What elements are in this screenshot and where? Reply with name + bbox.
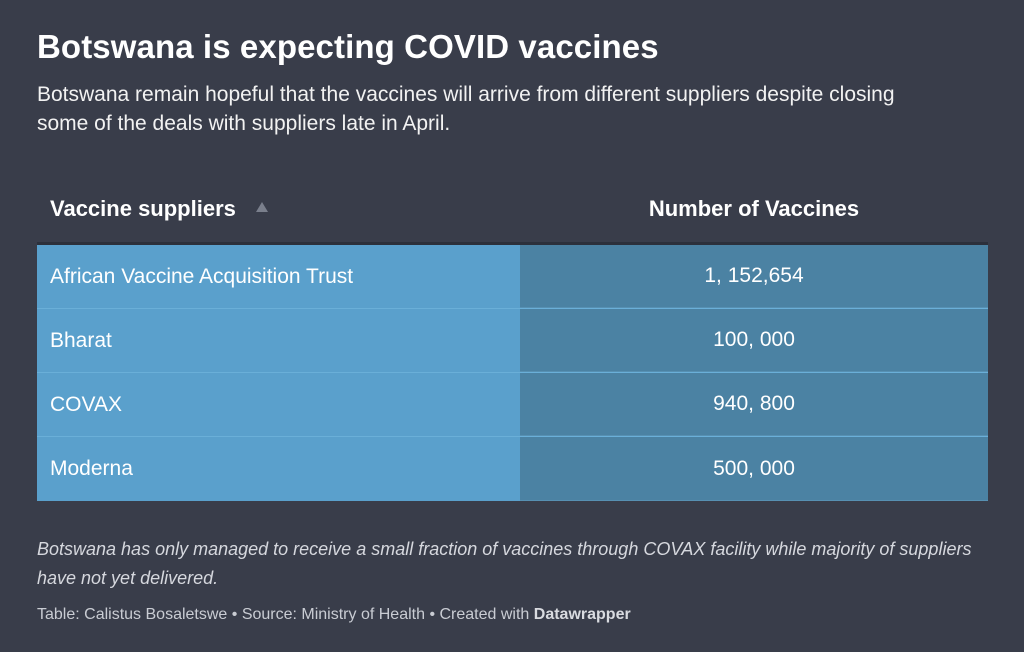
table-row: COVAX 940, 800 <box>37 373 988 437</box>
supplier-cell: African Vaccine Acquisition Trust <box>37 245 520 308</box>
footer-separator: • <box>227 606 242 623</box>
table-row: African Vaccine Acquisition Trust 1, 152… <box>37 245 988 309</box>
table-row: Bharat 100, 000 <box>37 309 988 373</box>
number-cell: 940, 800 <box>520 373 988 436</box>
sort-ascending-icon[interactable] <box>255 202 268 212</box>
chart-footer: Table: Calistus Bosaletswe • Source: Min… <box>37 606 988 624</box>
supplier-cell: Moderna <box>37 437 520 501</box>
number-cell: 100, 000 <box>520 309 988 372</box>
chart-notes: Botswana has only managed to receive a s… <box>37 539 972 588</box>
column-header-suppliers-label: Vaccine suppliers <box>50 196 236 221</box>
chart-title: Botswana is expecting COVID vaccines <box>37 28 659 65</box>
table-row: Moderna 500, 000 <box>37 437 988 501</box>
source-credit: Source: Ministry of Health <box>241 606 425 623</box>
datawrapper-link[interactable]: Datawrapper <box>533 606 631 623</box>
number-cell: 1, 152,654 <box>520 245 988 308</box>
chart-subtitle: Botswana remain hopeful that the vaccine… <box>37 83 895 135</box>
supplier-cell: COVAX <box>37 373 520 436</box>
column-header-suppliers[interactable]: Vaccine suppliers <box>37 196 520 222</box>
data-table: Vaccine suppliers Number of Vaccines Afr… <box>37 176 988 501</box>
created-with-label: Created with <box>439 606 534 623</box>
chart-container: Botswana is expecting COVID vaccines Bot… <box>37 26 988 624</box>
footer-separator: • <box>425 606 440 623</box>
column-header-number[interactable]: Number of Vaccines <box>648 196 860 221</box>
supplier-cell: Bharat <box>37 309 520 372</box>
number-cell: 500, 000 <box>520 437 988 501</box>
table-credit: Table: Calistus Bosaletswe <box>37 606 228 623</box>
table-body: African Vaccine Acquisition Trust 1, 152… <box>37 245 988 501</box>
table-header: Vaccine suppliers Number of Vaccines <box>37 176 988 245</box>
